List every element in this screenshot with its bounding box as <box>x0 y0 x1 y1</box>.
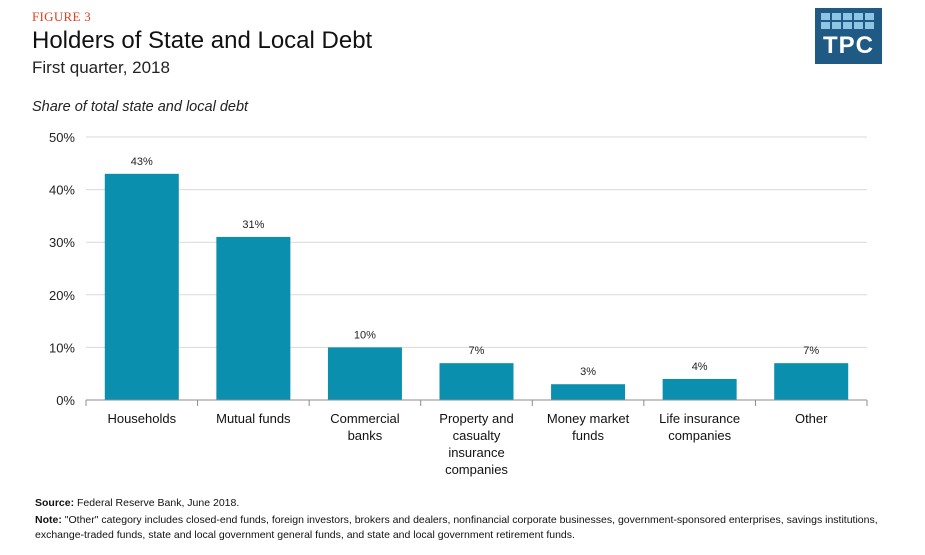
bar <box>327 347 402 400</box>
x-tick-label: Life insurance companies <box>659 411 740 443</box>
data-label: 43% <box>131 156 153 168</box>
footnote: Note: "Other" category includes closed-e… <box>35 513 885 543</box>
data-label: 7% <box>803 345 819 357</box>
chart-title: Holders of State and Local Debt <box>32 27 373 54</box>
logo-text: TPC <box>823 32 874 59</box>
y-tick-label: 0% <box>56 393 75 408</box>
y-tick-label: 30% <box>49 235 75 250</box>
source-label: Source: <box>35 497 75 509</box>
data-label: 31% <box>242 219 264 231</box>
bar-chart: 0% 10% 20% 30% 40% 50% 43% Households 31% Mutual … <box>49 130 868 477</box>
note-label: Note: <box>35 514 62 526</box>
data-label: 4% <box>692 361 708 373</box>
y-tick-label: 50% <box>49 130 75 145</box>
tpc-logo: TPC <box>815 8 882 64</box>
y-tick-label: 20% <box>49 288 75 303</box>
y-axis-label: Share of total state and local debt <box>32 99 249 115</box>
data-label: 3% <box>580 366 596 378</box>
data-label: 7% <box>469 345 485 357</box>
bar <box>104 173 179 400</box>
y-tick-label: 10% <box>49 340 75 355</box>
bar <box>216 236 291 400</box>
bar <box>662 378 737 400</box>
x-tick-label: Property and casualty insurance companies <box>439 411 513 477</box>
x-tick-label: Other <box>795 411 828 426</box>
bar <box>439 363 514 400</box>
bar <box>551 384 626 400</box>
x-tick-label: Mutual funds <box>216 411 291 426</box>
note-text: "Other" category includes closed-end fun… <box>35 514 878 541</box>
source-note: Source: Federal Reserve Bank, June 2018. <box>35 497 239 509</box>
figure-label: FIGURE 3 <box>32 9 92 24</box>
bar <box>774 363 849 400</box>
data-label: 10% <box>354 329 376 341</box>
y-tick-label: 40% <box>49 183 75 198</box>
source-text: Federal Reserve Bank, June 2018. <box>74 497 240 509</box>
logo-squares-icon <box>821 13 877 31</box>
x-tick-label: Commercial banks <box>330 411 399 443</box>
x-tick-label: Money market funds <box>547 411 630 443</box>
x-tick-label: Households <box>107 411 176 426</box>
chart-subtitle: First quarter, 2018 <box>32 58 170 77</box>
